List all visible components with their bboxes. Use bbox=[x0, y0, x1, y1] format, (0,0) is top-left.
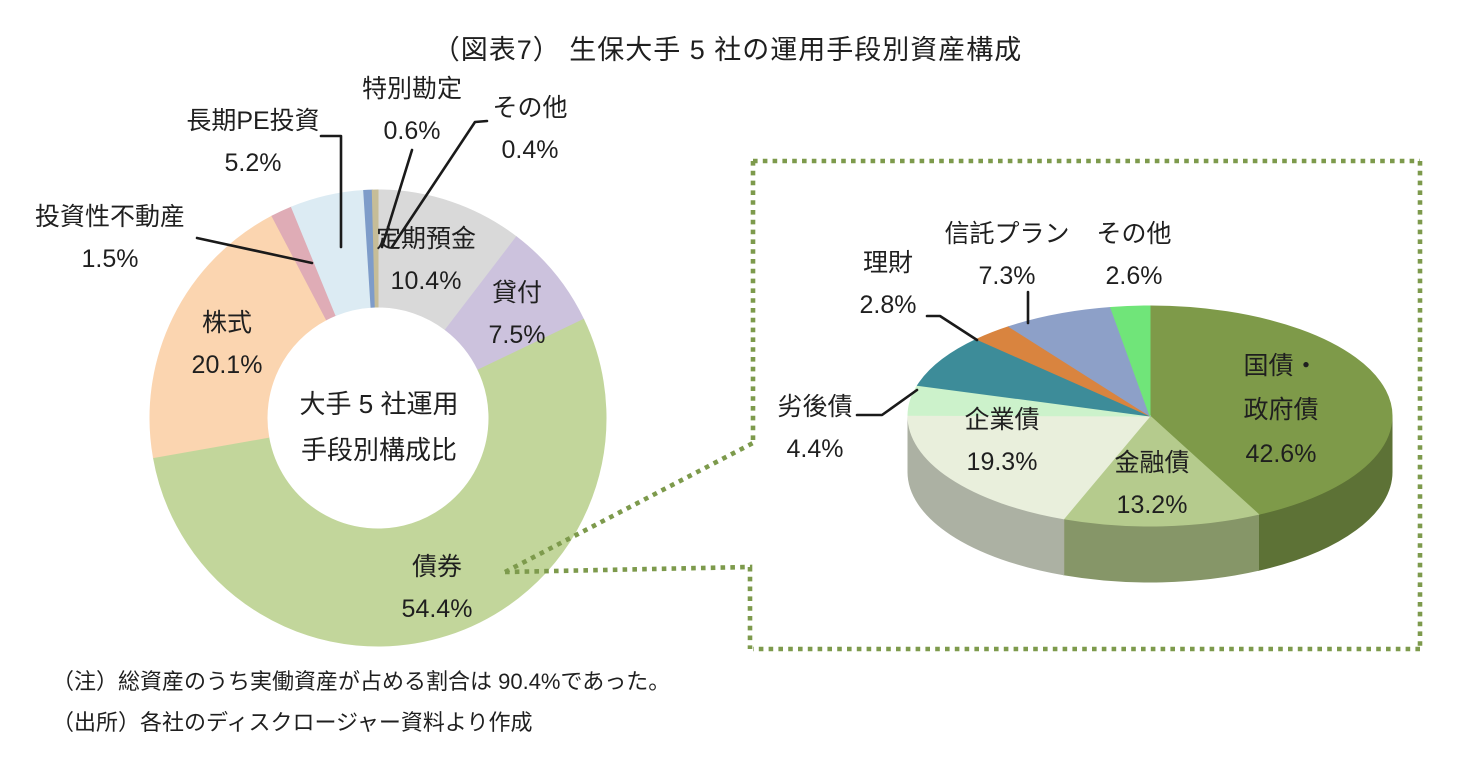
callout-connector-upper bbox=[503, 440, 755, 575]
leader-lines bbox=[195, 119, 1030, 417]
pie3d-slice-2 bbox=[907, 414, 1152, 520]
label-kigyosai: 企業債 19.3% bbox=[964, 406, 1040, 476]
label-teiki-yokin: 定期預金 10.4% bbox=[375, 225, 477, 295]
pie3d-slice-7 bbox=[1109, 305, 1151, 417]
label-kabushiki: 株式 20.1% bbox=[191, 309, 263, 379]
pie3d-slice-6 bbox=[1007, 306, 1151, 418]
donut-slice-7 bbox=[371, 189, 379, 308]
label-tokubetsu: 特別勘定 0.6% bbox=[361, 75, 463, 145]
leader-retsugosai bbox=[855, 388, 919, 417]
footnote: （注）総資産のうち実働資産が占める割合は 90.4%であった。 bbox=[52, 669, 671, 694]
leader-choki-pe bbox=[319, 134, 343, 249]
callout-dotted-box bbox=[503, 158, 1423, 652]
label-retsugosai: 劣後債 4.4% bbox=[777, 393, 853, 463]
pie3d-slice-4 bbox=[916, 338, 1151, 417]
chart-title: （図表7） 生保大手 5 社の運用手段別資産構成 bbox=[432, 35, 1023, 65]
pie3d-chart bbox=[907, 305, 1393, 583]
label-kashitsuke: 貸付 7.5% bbox=[488, 279, 546, 349]
source-note: （出所）各社のディスクロージャー資料より作成 bbox=[52, 710, 533, 735]
callout-connector-lower bbox=[504, 564, 753, 649]
donut-center-label: 大手 5 社運用 手段別構成比 bbox=[299, 389, 459, 465]
pie3d-slice-1 bbox=[1062, 415, 1260, 527]
donut-chart bbox=[149, 189, 607, 647]
donut-slice-3 bbox=[149, 215, 328, 459]
label-toshisei: 投資性不動産 1.5% bbox=[34, 203, 186, 273]
label-kinyusai: 金融債 13.2% bbox=[1114, 449, 1190, 519]
label-kokusai-seifusai: 国債・ 政府債 42.6% bbox=[1243, 352, 1319, 468]
leader-tokubetsu bbox=[380, 148, 414, 249]
leader-rizai bbox=[925, 314, 979, 342]
donut-slice-2 bbox=[152, 318, 607, 647]
label-choki-pe: 長期PE投資 5.2% bbox=[186, 107, 320, 177]
label-shintaku-plan: 信託プラン 7.3% bbox=[944, 220, 1070, 290]
label-rizai: 理財 2.8% bbox=[859, 249, 917, 319]
label-sonota-right: その他 2.6% bbox=[1096, 220, 1172, 290]
leader-sonota-left bbox=[390, 119, 489, 249]
leader-toshisei bbox=[195, 236, 314, 265]
pie3d-slice-0 bbox=[1149, 305, 1393, 515]
label-saiken: 債券 54.4% bbox=[401, 553, 473, 623]
label-sonota-left: その他 0.4% bbox=[492, 94, 568, 164]
